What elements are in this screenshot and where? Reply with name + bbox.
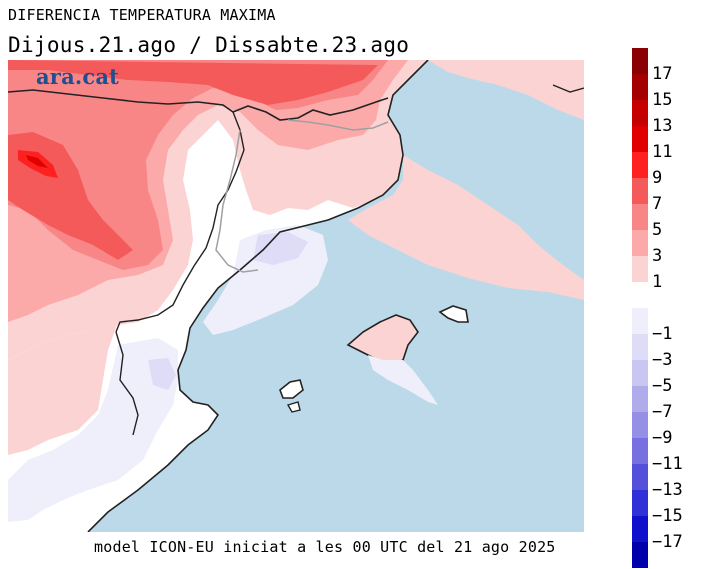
legend-swatch <box>632 438 648 464</box>
pyrenees-border <box>8 89 389 121</box>
legend-tick-label: −5 <box>652 376 673 396</box>
legend-swatch <box>632 74 648 100</box>
legend-swatch <box>632 334 648 360</box>
legend-tick-label: 17 <box>652 64 673 84</box>
sea-plus1 <box>348 155 584 300</box>
legend-tick-label: 9 <box>652 168 663 188</box>
legend-tick-label: 5 <box>652 220 663 240</box>
legend-swatch <box>632 386 648 412</box>
legend-tick-label: 1 <box>652 272 663 292</box>
zone-plus1-west <box>8 322 118 455</box>
legend-tick-label: −17 <box>652 532 683 552</box>
legend-swatch <box>632 256 648 282</box>
mallorca-south <box>368 355 438 405</box>
legend-swatch <box>632 178 648 204</box>
legend-tick-label: 3 <box>652 246 663 266</box>
zone-minus3 <box>148 232 308 390</box>
zone-plus5 <box>8 60 388 270</box>
temperature-difference-map <box>8 60 584 532</box>
legend-swatch <box>632 516 648 542</box>
legend-tick-label: −13 <box>652 480 683 500</box>
legend-tick-label: 13 <box>652 116 673 136</box>
zone-plus7 <box>8 60 378 260</box>
legend-swatch <box>632 230 648 256</box>
legend-tick-label: 7 <box>652 194 663 214</box>
legend-swatch <box>632 308 648 334</box>
legend-swatch <box>632 412 648 438</box>
legend-swatch <box>632 152 648 178</box>
france-border-east <box>552 84 584 93</box>
legend-tick-label: 15 <box>652 90 673 110</box>
legend-tick-label: −7 <box>652 402 673 422</box>
catalonia-border <box>115 111 245 333</box>
model-run-info: model ICON-EU iniciat a les 00 UTC del 2… <box>94 538 556 556</box>
legend-swatch <box>632 542 648 568</box>
color-legend: 17 15 13 11 9 7 5 3 1 −1 −3 −5 −7 −9 −11 −13 −15 −17 <box>632 48 702 568</box>
legend-tick-label: −1 <box>652 324 673 344</box>
zone-minus1-south <box>8 338 178 522</box>
chart-title: DIFERENCIA TEMPERATURA MAXIMA <box>8 6 276 24</box>
legend-swatch <box>632 282 648 308</box>
menorca-island <box>438 305 469 323</box>
legend-swatch <box>632 100 648 126</box>
legend-swatch <box>632 126 648 152</box>
legend-swatch <box>632 360 648 386</box>
legend-tick-label: 11 <box>652 142 673 162</box>
legend-swatch <box>632 48 648 74</box>
regional-line-andorra <box>287 119 389 131</box>
sea-plus1-north <box>428 60 584 120</box>
regional-line-catalonia <box>215 129 259 273</box>
legend-tick-label: −15 <box>652 506 683 526</box>
valencia-border <box>115 331 139 436</box>
legend-tick-label: −9 <box>652 428 673 448</box>
forecast-dates: Dijous.21.ago / Dissabte.23.ago <box>8 33 410 57</box>
legend-swatch <box>632 204 648 230</box>
ibiza-island <box>279 379 304 399</box>
legend-swatch <box>632 490 648 516</box>
legend-tick-label: −3 <box>652 350 673 370</box>
formentera-island <box>286 401 301 413</box>
ara-cat-logo: ara.cat <box>36 64 120 89</box>
coastline <box>87 60 429 532</box>
zone-plus11 <box>26 155 48 168</box>
legend-tick-label: −11 <box>652 454 683 474</box>
legend-swatch <box>632 464 648 490</box>
